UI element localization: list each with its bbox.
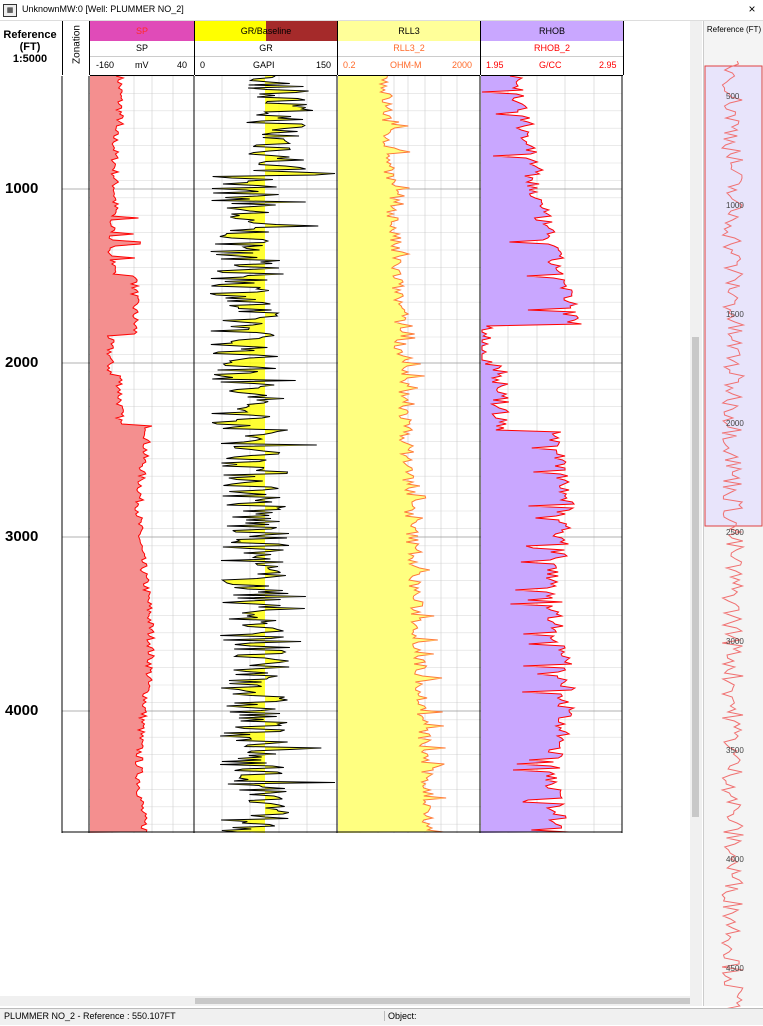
sp-curve xyxy=(106,76,156,833)
rll3-curve-name: RLL3_2 xyxy=(338,41,480,57)
depth-label-4000: 4000 xyxy=(5,702,39,719)
status-reference: PLUMMER NO_2 - Reference : 550.107FT xyxy=(4,1011,176,1021)
reference-header: Reference (FT) 1:5000 xyxy=(0,21,60,75)
close-icon[interactable]: × xyxy=(748,2,756,16)
navigator-title: Reference (FT) xyxy=(706,25,762,34)
sp-scale-max: 40 xyxy=(177,60,188,70)
status-object: Object: xyxy=(384,1011,417,1021)
rhob-scale-min: 1.95 xyxy=(486,60,504,70)
empty-canvas xyxy=(0,833,690,996)
navigator-overview[interactable]: 500 1000 1500 2000 2500 3000 3500 4000 4500 xyxy=(704,61,763,1026)
rll3-scale-unit: OHM-M xyxy=(390,60,422,70)
gr-baseline-fill xyxy=(210,76,335,833)
navigator-ticks: 500 1000 1500 2000 2500 3000 3500 4000 4500 xyxy=(726,92,744,973)
rll3-curve xyxy=(378,76,447,833)
depth-label-1000: 1000 xyxy=(5,180,39,197)
navigator-tick-label: 3000 xyxy=(726,637,744,646)
rhob-band-label: RHOB xyxy=(481,21,623,41)
navigator-tick-label: 1000 xyxy=(726,201,744,210)
rll3-scale-max: 2000 xyxy=(452,60,473,70)
track-header-rll3[interactable]: RLL3 RLL3_2 0.2 OHM-M 2000 xyxy=(337,21,480,76)
navigator-curve xyxy=(720,61,746,1022)
navigator-tick-label: 2000 xyxy=(726,419,744,428)
depth-track: 1000 2000 3000 4000 xyxy=(0,76,62,833)
gr-band-label: GR/Baseline xyxy=(195,21,337,41)
zonation-label: Zonation xyxy=(71,25,83,64)
navigator-tick-label: 4000 xyxy=(726,855,744,864)
status-bar: PLUMMER NO_2 - Reference : 550.107FT Obj… xyxy=(0,1008,763,1025)
gr-scale-unit: GAPI xyxy=(253,60,275,70)
reference-navigator[interactable]: Reference (FT) 500 1000 1500 2000 2500 3000 35… xyxy=(703,21,763,1022)
vertical-scrollbar[interactable] xyxy=(690,21,702,996)
gr-curve xyxy=(209,76,336,833)
track-header-rhob[interactable]: RHOB RHOB_2 1.95 G/CC 2.95 xyxy=(480,21,624,76)
depth-label-2000: 2000 xyxy=(5,354,39,371)
reference-title: Reference xyxy=(3,29,57,41)
log-icon: ▦ xyxy=(3,4,17,17)
rll3-band-label: RLL3 xyxy=(338,21,480,41)
depth-label-3000: 3000 xyxy=(5,528,39,545)
gr-scale-min: 0 xyxy=(200,60,206,70)
gr-curve-name: GR xyxy=(195,41,337,57)
navigator-tick-label: 500 xyxy=(726,92,740,101)
sp-scale-min: -160 xyxy=(96,60,115,70)
sp-curve-name: SP xyxy=(90,41,194,57)
navigator-tick-label: 3500 xyxy=(726,746,744,755)
sp-fill xyxy=(90,76,155,833)
window-title: UnknownMW:0 [Well: PLUMMER NO_2] xyxy=(22,4,184,14)
gr-scale-max: 150 xyxy=(316,60,332,70)
rhob-curve xyxy=(481,76,582,833)
sp-scale-unit: mV xyxy=(135,60,149,70)
reference-scale: 1:5000 xyxy=(12,53,48,65)
track-header-sp[interactable]: SP SP -160 mV 40 xyxy=(89,21,194,76)
log-plot[interactable] xyxy=(0,76,690,833)
title-bar: ▦ UnknownMW:0 [Well: PLUMMER NO_2] × xyxy=(0,0,763,21)
track-borders xyxy=(61,76,623,833)
track-header-gr[interactable]: GR/Baseline GR 0 GAPI 150 xyxy=(194,21,337,76)
reference-unit: (FT) xyxy=(19,41,41,53)
rhob-scale-unit: G/CC xyxy=(539,60,562,70)
rll3-fill xyxy=(338,76,447,833)
navigator-tick-label: 2500 xyxy=(726,528,744,537)
rhob-curve-name: RHOB_2 xyxy=(481,41,623,57)
rll3-scale-min: 0.2 xyxy=(343,60,356,70)
zonation-header[interactable]: Zonation xyxy=(62,21,90,75)
horizontal-scroll-thumb[interactable] xyxy=(195,998,690,1004)
navigator-tick-label: 1500 xyxy=(726,310,744,319)
sp-band-label: SP xyxy=(90,21,194,41)
rhob-scale-max: 2.95 xyxy=(599,60,617,70)
horizontal-scrollbar[interactable] xyxy=(0,996,702,1006)
vertical-scroll-thumb[interactable] xyxy=(692,337,699,817)
navigator-tick-label: 4500 xyxy=(726,964,744,973)
